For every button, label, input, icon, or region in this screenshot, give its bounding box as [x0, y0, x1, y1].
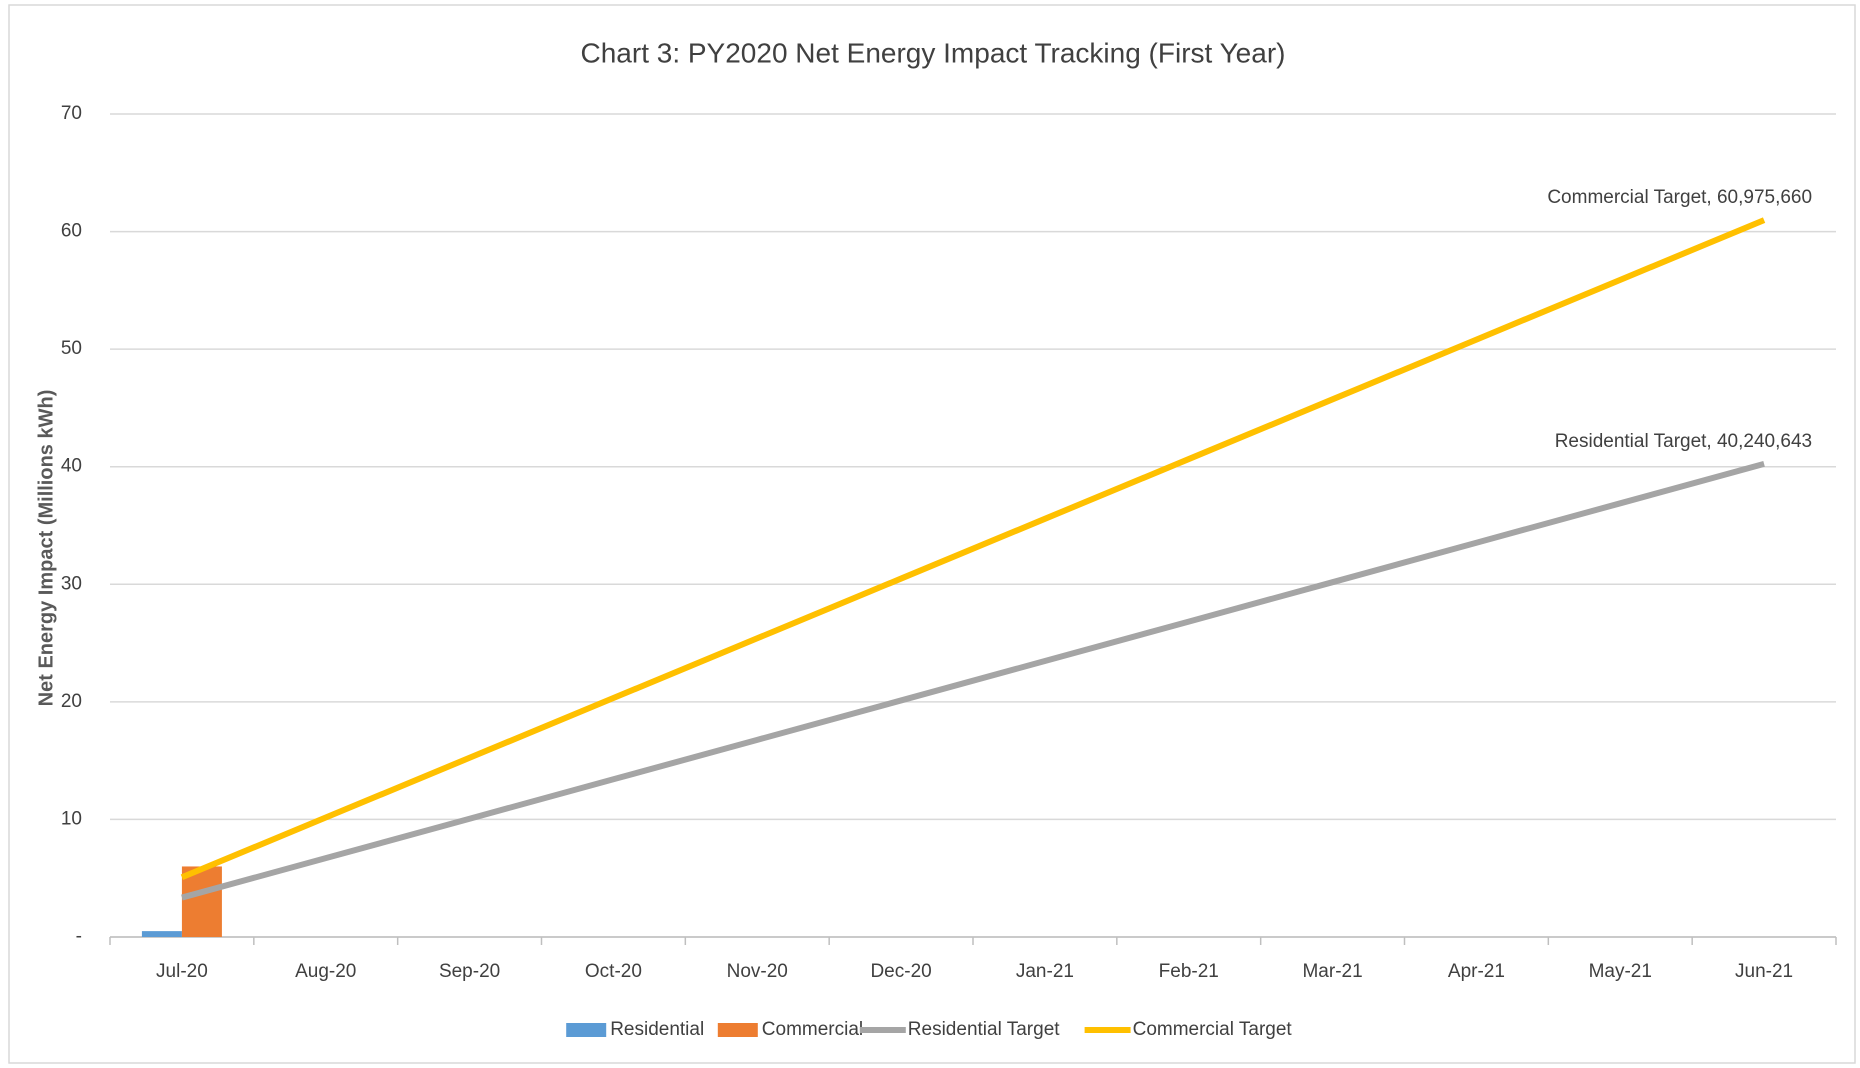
y-tick-label: -: [76, 926, 82, 947]
data-label: Commercial Target, 60,975,660: [1547, 187, 1812, 208]
legend-label: Commercial Target: [1133, 1019, 1293, 1040]
legend-label: Commercial: [762, 1019, 863, 1040]
x-tick-label: Oct-20: [585, 961, 642, 982]
y-tick-label: 70: [61, 103, 82, 124]
y-tick-label: 50: [61, 338, 82, 359]
x-tick-label: Jul-20: [156, 961, 208, 982]
y-tick-label: 60: [61, 221, 82, 242]
bar: [141, 931, 182, 937]
chart-title: Chart 3: PY2020 Net Energy Impact Tracki…: [581, 37, 1286, 68]
x-tick-label: May-21: [1589, 961, 1652, 982]
x-tick-label: Mar-21: [1302, 961, 1362, 982]
y-tick-label: 20: [61, 691, 82, 712]
legend-label: Residential: [610, 1019, 704, 1040]
y-tick-label: 40: [61, 456, 82, 477]
chart-border: [8, 4, 1856, 1064]
y-axis-label: Net Energy Impact (Millions kWh): [35, 390, 57, 707]
x-tick-label: Feb-21: [1159, 961, 1219, 982]
x-tick-label: Apr-21: [1448, 961, 1505, 982]
x-tick-label: Jun-21: [1735, 961, 1793, 982]
x-tick-label: Sep-20: [439, 961, 500, 982]
y-tick-label: 10: [61, 808, 82, 829]
line: [181, 460, 1765, 901]
bar: [181, 866, 222, 937]
legend-swatch: [566, 1023, 607, 1037]
y-tick-label: 30: [61, 573, 82, 594]
line: [180, 217, 1766, 881]
x-tick-label: Aug-20: [295, 961, 356, 982]
legend-label: Residential Target: [908, 1019, 1060, 1040]
x-tick-label: Nov-20: [727, 961, 788, 982]
legend-swatch: [717, 1023, 758, 1037]
x-tick-label: Jan-21: [1016, 961, 1074, 982]
x-tick-label: Dec-20: [870, 961, 931, 982]
data-label: Residential Target, 40,240,643: [1555, 431, 1812, 452]
